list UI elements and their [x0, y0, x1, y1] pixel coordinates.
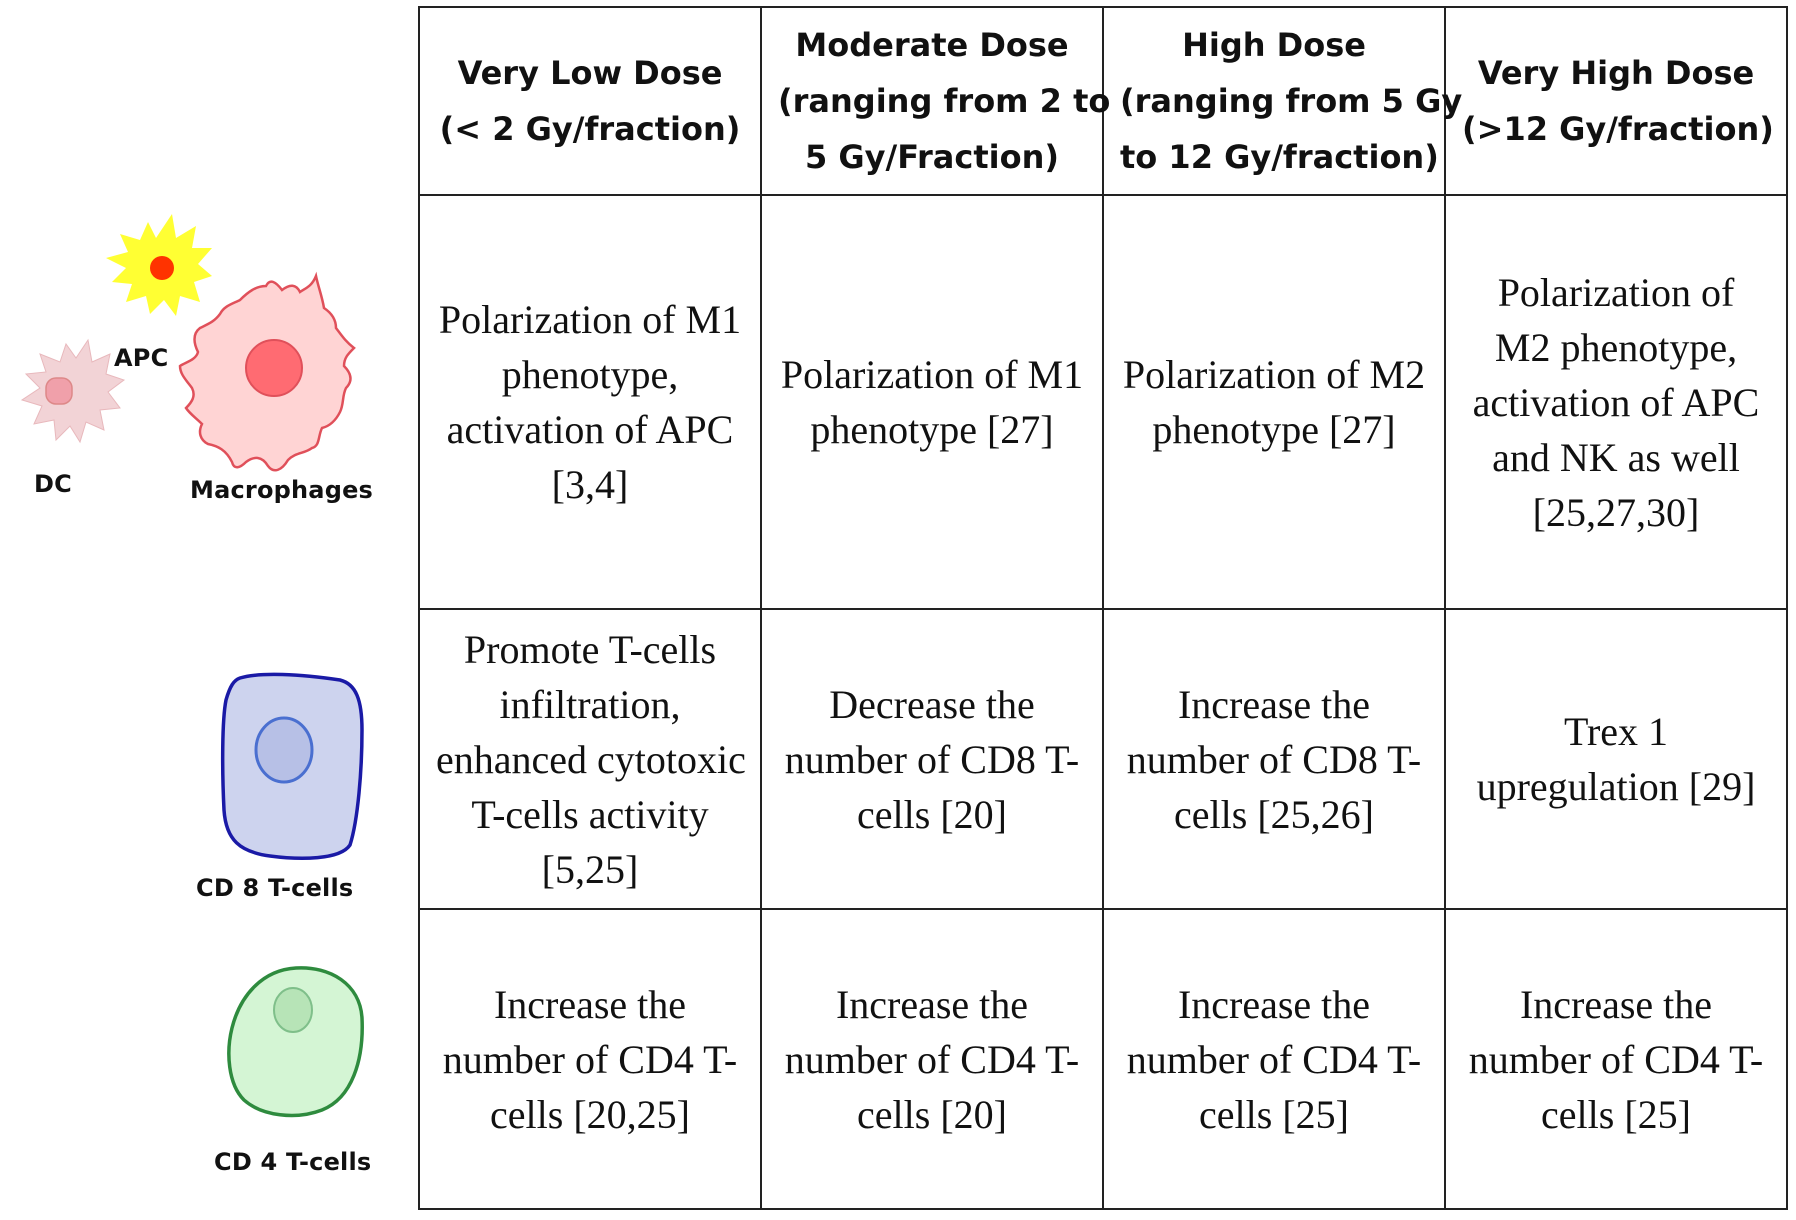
- cell-line: cells [25,26]: [1174, 791, 1374, 837]
- table-cell: Increase the number of CD8 T-cells [25,26…: [1102, 608, 1446, 910]
- cell-line: infiltration,: [499, 681, 681, 727]
- header-title: High Dose: [1182, 26, 1366, 64]
- dose-effects-table: Very Low Dose (< 2 Gy/fraction) Moderate…: [418, 6, 1788, 1210]
- cell-line: and NK as well: [1492, 434, 1740, 480]
- cell-line: number of CD4 T-: [442, 1036, 738, 1082]
- cell-line: Polarization of M1: [780, 352, 1084, 397]
- macrophage-row: Polarization of M1 phenotype, activation o…: [418, 194, 1788, 610]
- table-cell: Increase the number of CD4 T-cells [20,25…: [418, 908, 762, 1210]
- cell-line: Increase the: [1519, 981, 1713, 1027]
- cell-line: phenotype [27]: [1152, 407, 1396, 452]
- dc-label: DC: [34, 470, 72, 498]
- header-range: (ranging from 2 to: [778, 82, 1111, 120]
- header-range: (ranging from 5 Gy: [1120, 82, 1463, 120]
- header-row: Very Low Dose (< 2 Gy/fraction) Moderate…: [418, 6, 1788, 196]
- cell-line: M2 phenotype,: [1494, 324, 1738, 370]
- cell-line: cells [25]: [1541, 1091, 1691, 1137]
- cd8-tcell-icon: [220, 672, 364, 860]
- cell-line: Trex 1: [1563, 709, 1669, 754]
- macrophages-label: Macrophages: [190, 476, 374, 504]
- header-moderate-dose: Moderate Dose (ranging from 2 to 5 Gy/Fr…: [760, 6, 1111, 196]
- header-very-high-dose: Very High Dose (>12 Gy/fraction): [1444, 6, 1788, 196]
- cell-illustrations: APC DC Macrophages CD 8 T-cells CD 4 T-c…: [0, 0, 410, 1215]
- header-range: (>12 Gy/fraction): [1462, 110, 1774, 148]
- cell-line: [25,27,30]: [1532, 489, 1700, 535]
- cell-line: phenotype,: [501, 352, 679, 397]
- table-cell: Polarization of M2 phenotype, activation o…: [1444, 194, 1788, 610]
- table-cell: Polarization of M1 phenotype, activation o…: [418, 194, 762, 610]
- cell-line: activation of APC: [1472, 379, 1760, 425]
- cell-line: number of CD8 T-: [784, 736, 1080, 782]
- header-title: Moderate Dose: [795, 26, 1069, 64]
- cell-line: Increase the: [1177, 981, 1371, 1027]
- apc-cell-icon: [106, 214, 212, 316]
- cd4-tcells-label: CD 4 T-cells: [214, 1148, 372, 1176]
- cell-line: upregulation [29]: [1476, 764, 1756, 809]
- dc-cell-icon: [20, 338, 126, 444]
- cell-drawings: [20, 214, 364, 1118]
- header-title: Very Low Dose: [457, 54, 723, 92]
- header-range-cont: to 12 Gy/fraction): [1120, 138, 1439, 176]
- cell-line: cells [20,25]: [490, 1091, 690, 1137]
- table-cell: Trex 1 upregulation [29]: [1444, 608, 1788, 910]
- cell-line: T-cells activity: [471, 791, 709, 837]
- cell-line: activation of APC: [446, 407, 734, 452]
- cd8-row: Promote T-cells infiltration, enhanced cyt…: [418, 608, 1788, 910]
- cell-line: Increase the: [1177, 681, 1371, 727]
- header-very-low-dose: Very Low Dose (< 2 Gy/fraction): [418, 6, 762, 196]
- table-cell: Increase the number of CD4 T-cells [25]: [1444, 908, 1788, 1210]
- cell-line: Polarization of: [1497, 269, 1735, 315]
- header-high-dose: High Dose (ranging from 5 Gy to 12 Gy/fr…: [1102, 6, 1463, 196]
- cd4-tcell-icon: [227, 966, 364, 1118]
- table-cell: Increase the number of CD4 T-cells [25]: [1102, 908, 1446, 1210]
- table-cell: Promote T-cells infiltration, enhanced cyt…: [418, 608, 762, 910]
- cell-line: cells [25]: [1199, 1091, 1349, 1137]
- header-title: Very High Dose: [1477, 54, 1755, 92]
- table-cell: Polarization of M1 phenotype [27]: [760, 194, 1104, 610]
- cell-line: Promote T-cells: [463, 626, 717, 672]
- cd8-tcells-label: CD 8 T-cells: [196, 874, 354, 902]
- cell-line: [3,4]: [551, 462, 629, 507]
- cell-line: number of CD8 T-: [1126, 736, 1422, 782]
- header-range: (< 2 Gy/fraction): [439, 110, 741, 148]
- cell-line: Increase the: [835, 981, 1029, 1027]
- cell-line: number of CD4 T-: [1126, 1036, 1422, 1082]
- cell-line: phenotype [27]: [810, 407, 1054, 452]
- cd4-row: Increase the number of CD4 T-cells [20,25…: [418, 908, 1788, 1210]
- cell-line: [5,25]: [541, 846, 639, 892]
- cell-line: cells [20]: [857, 1091, 1007, 1137]
- cell-line: cells [20]: [857, 791, 1007, 837]
- table-cell: Polarization of M2 phenotype [27]: [1102, 194, 1446, 610]
- macrophage-cell-icon: [178, 271, 356, 472]
- apc-label: APC: [114, 344, 169, 372]
- header-range-cont: 5 Gy/Fraction): [804, 138, 1060, 176]
- cell-line: Increase the: [493, 981, 687, 1027]
- cell-line: Polarization of M1: [438, 297, 742, 342]
- table-cell: Increase the number of CD4 T-cells [20]: [760, 908, 1104, 1210]
- table-cell: Decrease the number of CD8 T-cells [20]: [760, 608, 1104, 910]
- cell-line: number of CD4 T-: [1468, 1036, 1764, 1082]
- cell-line: Decrease the: [829, 681, 1035, 727]
- cell-line: number of CD4 T-: [784, 1036, 1080, 1082]
- cell-line: Polarization of M2: [1122, 352, 1426, 397]
- cell-line: enhanced cytotoxic: [436, 736, 746, 782]
